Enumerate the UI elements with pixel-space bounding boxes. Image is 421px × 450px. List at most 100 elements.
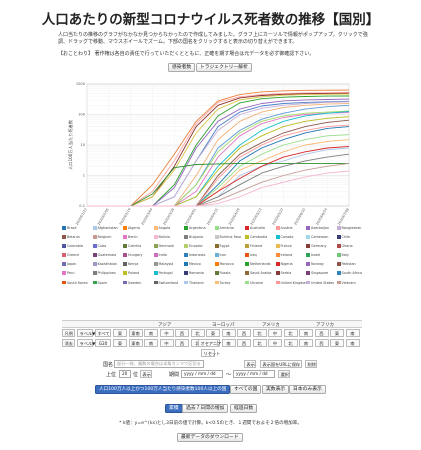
row2-region-cell[interactable]: 北 <box>252 339 267 347</box>
legend-item[interactable]: Portugal <box>153 271 173 275</box>
legend-item[interactable]: Ireland <box>275 253 292 257</box>
legend-item[interactable]: Armenia <box>214 226 234 230</box>
legend-item[interactable]: Cambodia <box>245 235 267 239</box>
legend-item[interactable]: Algeria <box>123 226 140 230</box>
trajectory-button[interactable]: トラジェクトリー解析 <box>196 63 252 72</box>
legend-item[interactable]: Belarus <box>62 235 80 239</box>
rank-input[interactable]: 20 <box>119 370 131 378</box>
legend-item[interactable]: Kenya <box>123 262 138 266</box>
legend-item[interactable]: Singapore <box>306 271 328 275</box>
row1-region-cell[interactable]: 南 <box>144 329 158 337</box>
row1-region-cell[interactable]: 北 <box>283 329 298 337</box>
row1-third-button[interactable]: すべて <box>95 329 111 337</box>
row2-region-cell[interactable]: 西 <box>175 339 189 347</box>
legend-item[interactable]: Ghana <box>336 244 353 248</box>
row1-region-cell[interactable]: 東南 <box>128 329 143 337</box>
row2-region-cell[interactable]: 南 <box>144 339 158 347</box>
legend-item[interactable]: Indonesia <box>184 253 205 257</box>
legend-item[interactable]: Hungary <box>123 253 142 257</box>
legend-item[interactable]: Cameroon <box>306 235 328 239</box>
legend-item[interactable]: Austria <box>275 226 292 230</box>
legend-item[interactable]: Malaysia <box>153 262 173 266</box>
row1-region-cell[interactable]: 西 <box>175 329 189 337</box>
row1-region-cell[interactable]: 南 <box>299 329 313 337</box>
rank-show-button[interactable]: 表示 <box>140 370 152 378</box>
legend-item[interactable]: Finland <box>245 244 262 248</box>
country-input[interactable]: 部分一致、複数の場合は半角カンマで区切る <box>114 360 204 368</box>
legend-item[interactable]: Iran <box>214 253 226 257</box>
legend-item[interactable]: Pakistan <box>336 262 356 266</box>
save-url-button[interactable]: 表示国をURLに保存 <box>260 360 302 368</box>
row2-region-cell[interactable]: 南 <box>345 339 360 347</box>
row2-region-cell[interactable]: 西 <box>314 339 329 347</box>
legend-item[interactable]: Philippines <box>92 271 116 275</box>
row1-region-cell[interactable]: 中 <box>159 329 174 337</box>
legend-item[interactable]: Iraq <box>245 253 257 257</box>
row2-region-cell[interactable]: 東 <box>113 339 127 347</box>
legend-item[interactable]: Thailand <box>184 280 204 285</box>
legend-item[interactable]: Australia <box>245 226 265 230</box>
legend-item[interactable]: France <box>275 244 292 248</box>
legend-item[interactable]: Peru <box>62 271 75 275</box>
legend-item[interactable]: South Africa <box>336 271 362 275</box>
country-show-button[interactable]: 表示 <box>244 360 256 368</box>
legend-item[interactable]: Benin <box>123 235 138 239</box>
japan-only-button[interactable]: 日本のみ表示 <box>289 385 326 394</box>
legend-item[interactable]: Japan <box>62 262 76 266</box>
legend-item[interactable]: Russia <box>214 271 230 275</box>
row2-region-cell[interactable]: 東南 <box>128 339 143 347</box>
country-clear-button[interactable]: 削除 <box>305 360 317 368</box>
legend-item[interactable]: Nigeria <box>275 262 293 266</box>
legend-item[interactable]: Colombia <box>62 244 83 248</box>
row1-region-cell[interactable]: 西 <box>314 329 329 337</box>
period-choose-button[interactable]: 選択 <box>278 370 290 378</box>
legend-item[interactable]: Azerbaijan <box>306 226 329 230</box>
legend-item[interactable]: Serbia <box>275 271 291 275</box>
legend-item[interactable]: Spain <box>92 280 107 285</box>
infected-button[interactable]: 感染者数 <box>168 63 196 72</box>
legend-item[interactable]: United Kingdom <box>275 280 308 285</box>
filter-all-button[interactable]: すべての国 <box>230 385 262 394</box>
row1-region-cell[interactable]: 南 <box>221 329 236 337</box>
legend-item[interactable]: Denmark <box>153 244 174 248</box>
legend-item[interactable]: Argentina <box>184 226 206 230</box>
period-from-input[interactable]: yyyy / mm / dd <box>181 370 223 378</box>
row1-first-button[interactable]: 凡例 <box>62 329 75 337</box>
download-button[interactable]: 最新データのダウンロード <box>177 433 243 442</box>
seven-day-button[interactable]: 過去７日間の増加 <box>182 404 229 413</box>
legend-item[interactable]: Norway <box>306 262 324 266</box>
legend-item[interactable]: Morocco <box>214 262 234 266</box>
legend-item[interactable]: Mexico <box>184 262 201 266</box>
legend-item[interactable]: Afghanistan <box>92 226 118 230</box>
row2-region-cell[interactable]: 東 <box>330 339 344 347</box>
legend-item[interactable]: Romania <box>184 271 204 275</box>
row1-region-cell[interactable]: 西 <box>237 329 251 337</box>
legend-item[interactable]: India <box>153 253 167 257</box>
legend-item[interactable]: Egypt <box>214 244 229 248</box>
legend-item[interactable]: Czechia <box>123 244 141 248</box>
reset-button[interactable]: リセット <box>201 349 220 357</box>
period-to-input[interactable]: yyyy / mm / dd <box>233 370 275 378</box>
legend-item[interactable]: Vietnam <box>336 280 356 285</box>
row1-region-cell[interactable]: 中 <box>268 329 282 337</box>
row2-region-cell[interactable]: 西 <box>237 339 251 347</box>
row2-first-button[interactable]: 消去 <box>62 339 75 347</box>
legend-item[interactable]: Cuba <box>92 244 106 248</box>
row2-region-cell[interactable]: 北 <box>283 339 298 347</box>
legend-item[interactable]: Sweden <box>123 280 141 285</box>
row1-region-cell[interactable]: 北 <box>190 329 205 337</box>
legend-item[interactable]: Angola <box>153 226 170 230</box>
legend-item[interactable]: Kazakhstan <box>92 262 117 266</box>
death-trend-chart[interactable]: 1000 100 10 1 0.1 人口100万人当たり死者数 2020/01/22 2020… <box>0 0 421 230</box>
legend-item[interactable]: Ecuador <box>184 244 203 248</box>
legend-item[interactable]: Saudi Arabia <box>245 271 272 275</box>
legend-item[interactable]: Guatemala <box>92 253 116 257</box>
row2-third-button[interactable]: G20 <box>95 339 111 347</box>
actual-count-button[interactable]: 実数表示 <box>262 385 290 394</box>
legend-item[interactable]: Israel <box>306 253 320 257</box>
legend-item[interactable]: Poland <box>123 271 139 275</box>
row2-label-dropdown[interactable]: ラベル▼ <box>77 339 95 347</box>
legend-item[interactable]: Chile <box>336 235 350 239</box>
row1-region-cell[interactable]: 南 <box>345 329 360 337</box>
legend-item[interactable]: South Korea <box>62 280 88 285</box>
